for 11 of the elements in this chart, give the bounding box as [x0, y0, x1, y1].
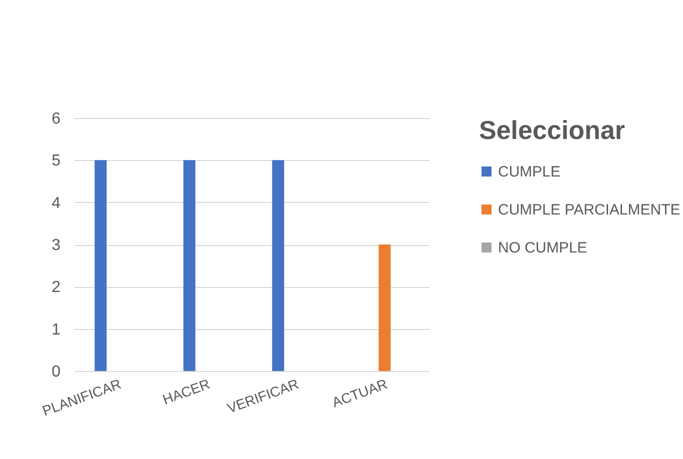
y-tick-label: 6: [52, 110, 61, 128]
y-tick-label: 1: [52, 321, 61, 338]
y-tick-label: 0: [52, 364, 61, 380]
legend-label: CUMPLE PARCIALMENTE: [498, 202, 680, 218]
legend-title: Seleccionar: [479, 115, 625, 145]
y-tick-label: 2: [52, 279, 61, 296]
legend-label: CUMPLE: [498, 164, 561, 180]
y-tick-label: 5: [52, 152, 61, 170]
y-tick-label: 3: [52, 237, 61, 254]
legend-label: NO CUMPLE: [498, 240, 588, 256]
y-tick-label: 4: [52, 194, 61, 212]
